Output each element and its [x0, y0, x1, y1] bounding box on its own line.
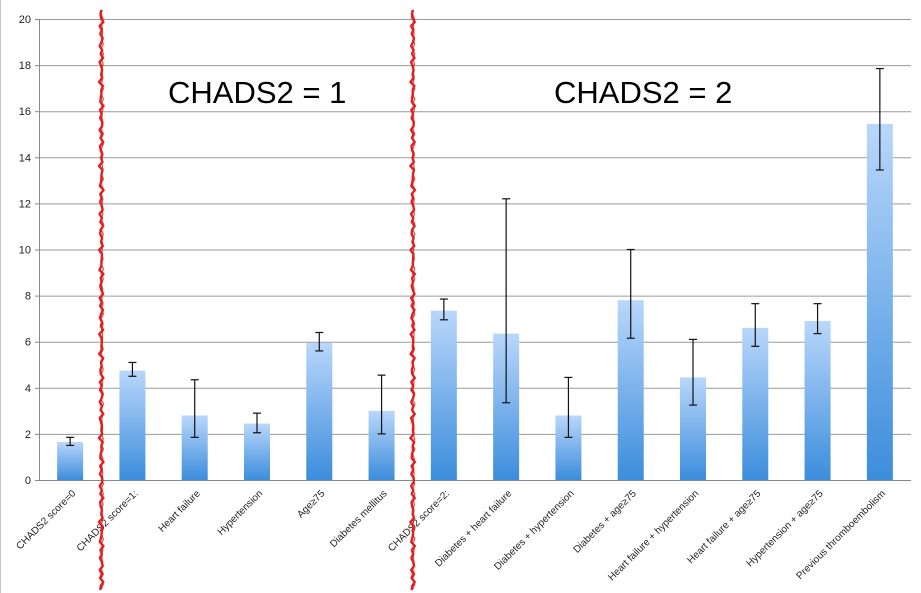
annotation-chads2-1: CHADS2 = 1: [168, 75, 346, 110]
bar: [804, 320, 831, 480]
error-bar: [190, 379, 199, 438]
bar: [742, 327, 769, 480]
y-tick-label: 6: [25, 337, 31, 349]
y-axis-ticks: 0 2 4 6 8 10 12 14 16 18 20: [19, 14, 40, 487]
annotation-chads2-2: CHADS2 = 2: [554, 75, 732, 110]
divider-line-stroke: [100, 9, 105, 590]
divider-line-stroke: [411, 9, 416, 590]
error-bar: [66, 436, 75, 447]
y-tick-label: 16: [19, 106, 31, 118]
y-tick-label: 18: [19, 60, 31, 72]
error-bar: [689, 338, 697, 406]
error-bar: [751, 303, 760, 347]
y-tick-label: 10: [19, 245, 31, 257]
error-bar: [315, 331, 324, 352]
bar: [866, 123, 893, 480]
error-bar: [377, 374, 386, 435]
y-tick-label: 0: [25, 475, 31, 487]
y-tick-label: 4: [25, 383, 31, 395]
bar: [430, 310, 457, 480]
bar: [119, 370, 146, 480]
divider-line: [97, 9, 106, 591]
error-bars: [66, 67, 884, 447]
error-bar: [128, 361, 137, 377]
error-bar: [626, 248, 635, 339]
error-bar: [813, 303, 822, 335]
error-bar: [564, 376, 573, 438]
error-bar: [439, 298, 448, 321]
bar: [57, 441, 84, 480]
bar: [306, 342, 333, 480]
bars: [57, 123, 893, 480]
y-tick-label: 12: [19, 198, 31, 210]
error-bar: [875, 67, 884, 171]
error-bar: [502, 198, 511, 404]
divider-lines: [97, 9, 417, 591]
y-tick-label: 8: [25, 291, 31, 303]
y-tick-label: 2: [25, 429, 31, 441]
y-tick-label: 14: [19, 152, 31, 164]
divider-line: [408, 9, 417, 591]
error-bar: [253, 412, 261, 434]
y-tick-label: 20: [19, 14, 31, 26]
